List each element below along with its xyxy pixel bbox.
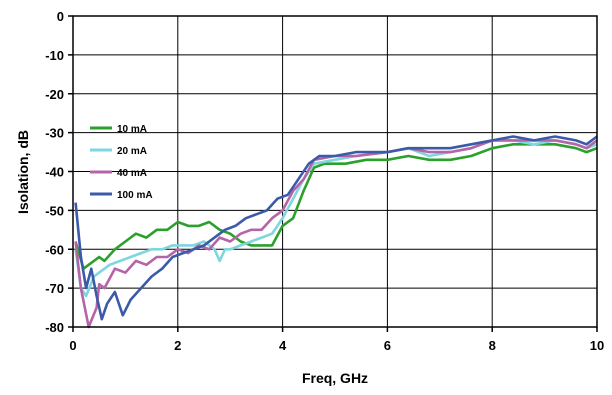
- legend-label: 100 mA: [117, 190, 153, 201]
- legend-label: 10 mA: [117, 124, 147, 135]
- series-line-4: [74, 135, 598, 321]
- x-tick-label: 8: [489, 338, 496, 353]
- y-tick-label: -70: [45, 281, 64, 296]
- series-line-1: [74, 143, 598, 270]
- y-tick-label: -10: [45, 48, 64, 63]
- x-tick-label: 0: [69, 338, 76, 353]
- axes: 0 -10 -20 -30 -40 -50 -60 -70 -80 0 2 4 6 8 10: [45, 9, 604, 353]
- x-tick-label: 6: [384, 338, 391, 353]
- y-tick-label: -60: [45, 242, 64, 257]
- y-tick-label: -40: [45, 165, 64, 180]
- y-tick-label: -30: [45, 126, 64, 141]
- x-tick-label: 10: [590, 338, 604, 353]
- y-tick-label: 0: [57, 9, 64, 24]
- y-tick-label: -20: [45, 87, 64, 102]
- series-lines: [74, 135, 598, 329]
- x-axis-title: Freq, GHz: [302, 370, 368, 386]
- legend-label: 20 mA: [117, 146, 147, 157]
- y-tick-label: -80: [45, 320, 64, 335]
- x-tick-label: 4: [279, 338, 287, 353]
- x-tick-label: 2: [174, 338, 181, 353]
- legend-label: 40 mA: [117, 168, 147, 179]
- series-line-3: [74, 139, 598, 329]
- legend: 10 mA 20 mA 40 mA 100 mA: [90, 124, 153, 201]
- grid: [72, 15, 598, 328]
- plot-frame: [72, 15, 598, 328]
- y-tick-label: -50: [45, 203, 64, 218]
- y-axis-title: Isolation, dB: [15, 130, 31, 214]
